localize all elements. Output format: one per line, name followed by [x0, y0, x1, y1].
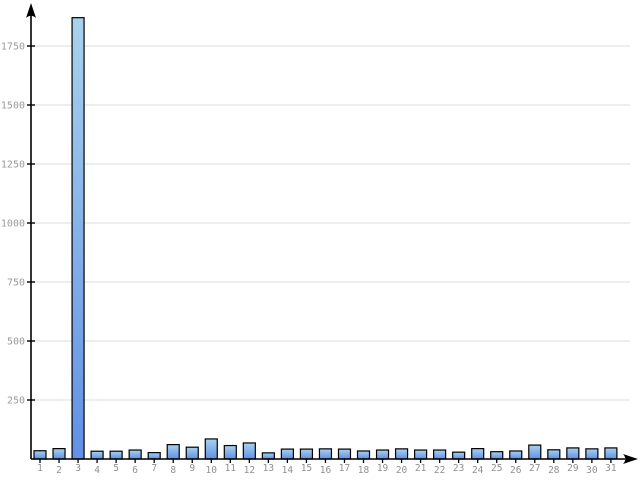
bar — [52, 448, 66, 460]
x-tick-label: 30 — [586, 465, 598, 476]
y-tick-label: 500 — [7, 337, 25, 348]
x-tick-label: 8 — [170, 465, 176, 476]
x-tick-label: 13 — [263, 463, 274, 474]
x-tick-label: 9 — [189, 463, 195, 474]
x-tick-label: 11 — [225, 463, 237, 474]
bar — [394, 448, 409, 460]
bar — [490, 451, 504, 460]
y-tick-label: 1000 — [1, 219, 25, 230]
bar — [299, 448, 314, 460]
bar — [356, 450, 371, 460]
y-tick-label: 1500 — [1, 101, 25, 112]
bar — [242, 442, 256, 460]
x-tick-label: 5 — [113, 463, 119, 474]
x-tick-label: 24 — [472, 465, 484, 476]
bar — [585, 448, 599, 460]
bar — [90, 450, 104, 460]
bar — [109, 450, 123, 460]
x-tick-label: 23 — [453, 463, 464, 474]
bar — [128, 449, 142, 460]
bar — [528, 444, 542, 460]
x-tick-label: 1 — [37, 463, 43, 474]
x-tick-label: 27 — [529, 463, 540, 474]
x-tick-label: 14 — [282, 465, 294, 476]
bar — [375, 449, 390, 460]
bar — [280, 448, 294, 460]
x-tick-label: 3 — [75, 463, 81, 474]
x-tick-label: 26 — [510, 465, 522, 476]
x-tick-label: 22 — [434, 465, 445, 476]
x-tick-label: 4 — [94, 465, 100, 476]
x-tick-label: 7 — [151, 463, 157, 474]
y-tick-label: 1750 — [1, 42, 25, 53]
x-tick-label: 21 — [415, 463, 427, 474]
bar — [337, 448, 352, 460]
y-tick-label: 1250 — [1, 160, 25, 171]
bar — [166, 444, 180, 460]
x-tick-label: 16 — [320, 465, 332, 476]
x-tick-label: 25 — [491, 463, 502, 474]
x-tick-label: 29 — [567, 463, 579, 474]
bar — [185, 446, 199, 460]
x-tick-label: 15 — [301, 463, 312, 474]
bar — [261, 452, 275, 460]
x-tick-label: 31 — [605, 463, 617, 474]
y-tick-label: 750 — [7, 278, 25, 289]
y-axis-arrowhead — [26, 3, 36, 18]
x-tick-label: 18 — [358, 465, 370, 476]
bar — [414, 449, 428, 460]
x-tick-label: 2 — [56, 465, 62, 476]
x-tick-label: 20 — [396, 465, 408, 476]
bar — [547, 449, 561, 460]
y-tick-label: 250 — [7, 396, 25, 407]
x-tick-label: 28 — [548, 465, 560, 476]
bar — [223, 444, 237, 460]
bar — [318, 448, 333, 460]
bar — [471, 448, 485, 460]
bar — [204, 438, 218, 460]
bar — [433, 449, 447, 460]
x-tick-label: 12 — [244, 465, 255, 476]
x-axis-arrowhead — [623, 454, 638, 464]
x-tick-label: 17 — [339, 463, 350, 474]
bar — [509, 450, 523, 460]
bar — [33, 450, 47, 460]
bar — [452, 451, 466, 460]
bar — [71, 17, 85, 460]
x-tick-label: 10 — [206, 465, 218, 476]
x-tick-label: 6 — [132, 465, 138, 476]
bar — [604, 447, 618, 460]
bar — [147, 452, 161, 460]
bar — [566, 447, 580, 460]
x-tick-label: 19 — [377, 463, 389, 474]
